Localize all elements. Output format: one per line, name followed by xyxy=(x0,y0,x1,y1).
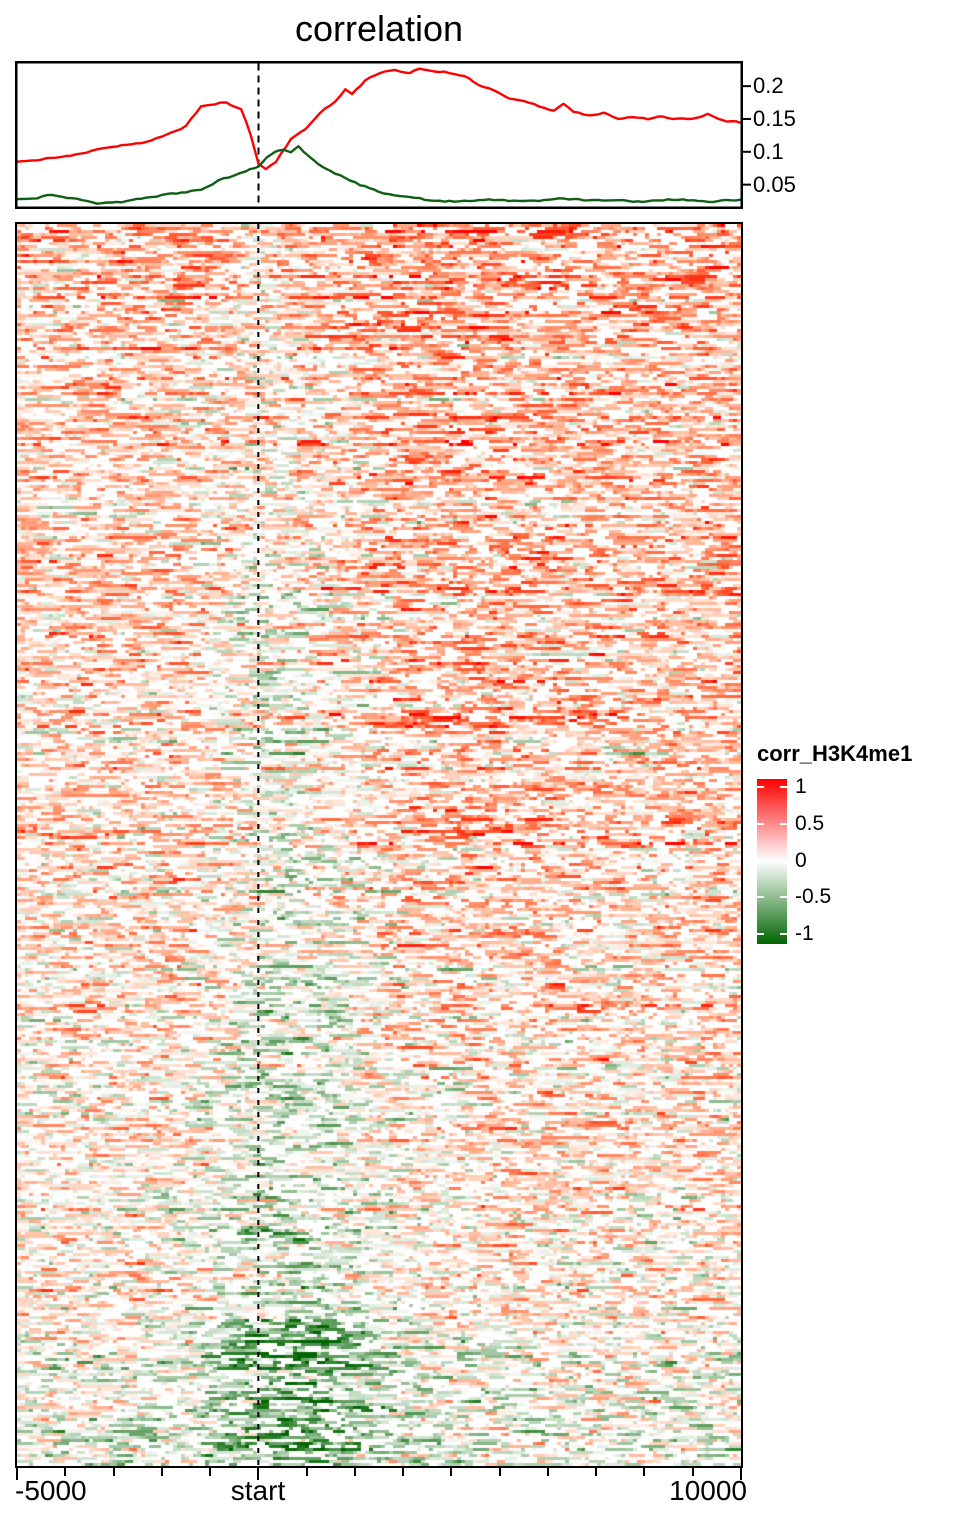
x-axis-minor-tick xyxy=(112,1468,115,1476)
x-axis-minor-tick xyxy=(450,1468,453,1476)
average-profile-panel xyxy=(15,61,759,209)
x-axis-minor-tick xyxy=(353,1468,356,1476)
plot-title: correlation xyxy=(294,8,464,49)
legend-tick-label: -1 xyxy=(795,922,814,945)
x-axis-minor-tick xyxy=(305,1468,308,1476)
x-axis-minor-tick xyxy=(209,1468,212,1476)
legend-tick-mark xyxy=(757,859,764,862)
heatmap-panel xyxy=(15,222,743,1468)
x-axis-label-right: 10000 xyxy=(669,1475,747,1506)
heatmap-canvas xyxy=(17,224,741,1466)
x-axis-minor-tick xyxy=(595,1468,598,1476)
legend-tick-mark xyxy=(757,933,764,935)
x-axis-minor-tick xyxy=(64,1468,67,1476)
x-axis-label-left: -5000 xyxy=(15,1475,87,1506)
x-axis-minor-tick xyxy=(402,1468,405,1476)
x-axis-minor-tick xyxy=(160,1468,163,1476)
legend-tick-mark xyxy=(780,933,787,935)
legend-tick-mark xyxy=(757,896,764,899)
x-axis-minor-tick xyxy=(498,1468,501,1476)
legend-tick-label: 0 xyxy=(795,848,807,872)
profile-ytick-label: 0.15 xyxy=(753,105,796,131)
legend-tick-mark xyxy=(780,896,787,899)
legend-tick-mark xyxy=(757,822,764,825)
profile-ytick-label: 0.1 xyxy=(753,138,784,164)
legend-tick-mark xyxy=(780,786,787,788)
profile-ytick-label: 0.05 xyxy=(753,171,796,197)
x-axis-label-start: start xyxy=(230,1475,286,1506)
legend-title: corr_H3K4me1 xyxy=(757,741,913,766)
profile-ytick-label: 0.2 xyxy=(753,73,784,99)
x-axis-major-tick xyxy=(16,1468,18,1480)
legend-tick-mark xyxy=(780,822,787,825)
legend-tick-label: 1 xyxy=(795,775,807,798)
x-axis-minor-tick xyxy=(546,1468,549,1476)
heatmap-start-dashed-line xyxy=(257,224,260,1466)
legend-tick-label: -0.5 xyxy=(795,885,832,909)
legend-tick-mark xyxy=(780,859,787,862)
legend-tick-mark xyxy=(757,786,764,788)
average-profile-lines xyxy=(15,61,751,209)
x-axis-major-tick xyxy=(740,1468,742,1480)
x-axis-minor-tick xyxy=(643,1468,646,1476)
legend-tick-label: 0.5 xyxy=(795,811,825,835)
legend-colorbar xyxy=(757,779,787,944)
x-axis-major-tick xyxy=(257,1468,260,1480)
x-axis-minor-tick xyxy=(691,1468,694,1476)
